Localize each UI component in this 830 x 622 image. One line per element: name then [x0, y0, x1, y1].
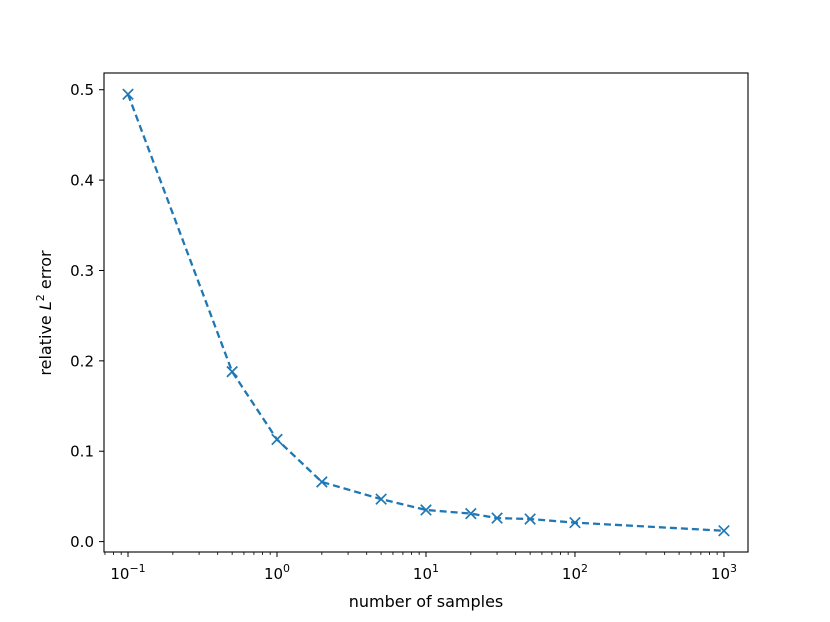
x-tick-label-base: 10 — [711, 565, 730, 583]
marker-stroke — [420, 504, 432, 516]
x-tick-label-base: 10 — [413, 565, 432, 583]
marker-stroke — [271, 433, 283, 446]
marker-stroke — [122, 88, 134, 101]
data-series — [122, 88, 730, 537]
marker-stroke — [316, 476, 328, 488]
y-axis-label-variable: L — [36, 301, 55, 310]
y-tick-label: 0.2 — [70, 352, 94, 370]
axes: 0.00.10.20.30.40.510−1 100 101 102 103 — [70, 72, 749, 583]
y-tick-label: 0.3 — [70, 262, 94, 280]
x-tick-label: 103 — [711, 562, 737, 583]
marker-stroke — [718, 524, 730, 537]
data-point-x-marker — [122, 88, 134, 101]
y-axis-label-exponent: 2 — [34, 294, 47, 301]
data-point-x-marker — [375, 493, 387, 505]
data-point-x-marker — [718, 524, 730, 537]
data-point-x-marker — [465, 507, 477, 520]
series-line — [126, 93, 725, 532]
y-tick-label: 0.0 — [70, 533, 94, 551]
x-tick-label: 101 — [413, 562, 439, 583]
x-tick-label-exponent: 1 — [432, 562, 439, 575]
y-axis-label-suffix: error — [36, 250, 55, 294]
marker-stroke — [491, 512, 503, 524]
x-tick-label-exponent: 2 — [581, 562, 588, 575]
y-tick-label: 0.4 — [70, 172, 94, 190]
x-tick-label-exponent: 0 — [283, 562, 290, 575]
data-point-x-marker — [316, 476, 328, 488]
data-point-x-marker — [491, 512, 503, 524]
y-tick-label: 0.5 — [70, 81, 94, 99]
x-tick-label-exponent: −1 — [129, 562, 145, 575]
x-axis-label: number of samples — [349, 592, 504, 611]
marker-stroke — [375, 493, 387, 505]
marker-stroke — [524, 513, 536, 525]
data-point-x-marker — [226, 365, 238, 378]
x-tick-label-base: 10 — [264, 565, 283, 583]
marker-stroke — [569, 516, 581, 529]
data-point-x-marker — [524, 513, 536, 525]
data-point-x-marker — [569, 516, 581, 529]
y-axis-label-prefix: relative — [36, 310, 55, 375]
data-point-x-marker — [271, 433, 283, 446]
marker-stroke — [465, 507, 477, 520]
marker-stroke — [226, 365, 238, 378]
x-tick-label: 10−1 — [110, 562, 145, 583]
y-axis-label: relative L2 error — [34, 250, 55, 376]
x-tick-label: 102 — [562, 562, 588, 583]
data-point-x-marker — [420, 504, 432, 516]
x-tick-label-base: 10 — [562, 565, 581, 583]
y-tick-label: 0.1 — [70, 443, 94, 461]
x-tick-label-exponent: 3 — [730, 562, 737, 575]
x-tick-label: 100 — [264, 562, 290, 583]
x-tick-label-base: 10 — [110, 565, 129, 583]
